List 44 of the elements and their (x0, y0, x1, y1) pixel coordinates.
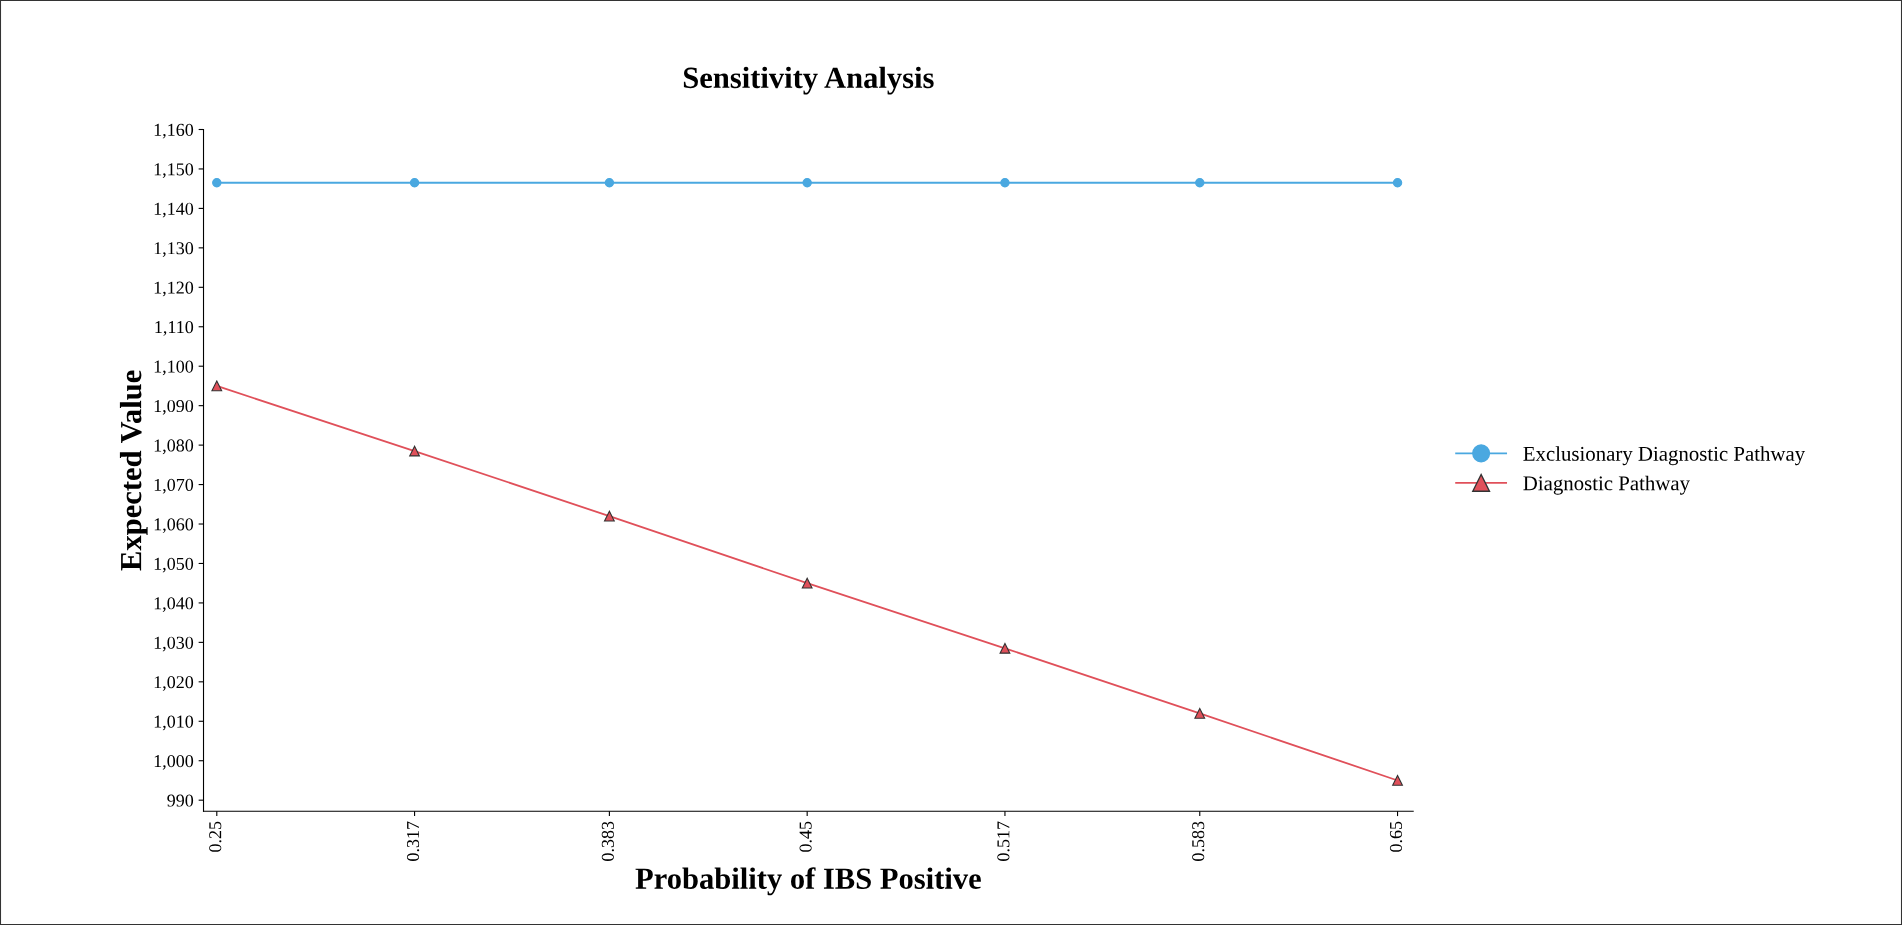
y-tick-label: 1,150 (154, 163, 194, 178)
point (1392, 178, 1403, 188)
point (409, 445, 420, 457)
point (604, 178, 615, 188)
point (1195, 178, 1205, 188)
legend-label: Exclusionary Diagnostic Pathway (1523, 446, 1806, 466)
point (801, 577, 813, 589)
point (1392, 775, 1403, 786)
x-tick-label: 0.25 (209, 821, 222, 852)
chart-title: Sensitivity Analysis (683, 66, 934, 95)
y-tick-label: 1,000 (154, 754, 194, 770)
y-tick-label: 990 (167, 794, 194, 807)
y-tick-label: 1,050 (154, 557, 194, 573)
x-tick-label: 0.517 (997, 821, 1010, 861)
x-tick-label: 0.383 (601, 821, 614, 861)
y-tick-label: 1,090 (154, 399, 194, 415)
y-tick-label: 1,010 (154, 715, 194, 731)
x-tick-label: 0.45 (799, 821, 812, 852)
y-tick-label: 1,140 (154, 202, 194, 218)
point (212, 178, 222, 188)
y-tick-label: 1,120 (154, 281, 194, 297)
point (409, 178, 420, 188)
y-tick-label: 1,130 (154, 242, 194, 257)
y-tick-label: 1,100 (154, 360, 194, 376)
y-tick-label: 1,020 (154, 676, 194, 691)
legend-label: Diagnostic Pathway (1523, 475, 1690, 495)
point (802, 178, 812, 188)
x-axis-title: Probability of IBS Positive (635, 867, 981, 896)
y-tick-label: 1,060 (154, 518, 194, 534)
y-tick-label: 1,070 (154, 478, 194, 494)
point (603, 510, 615, 522)
point (1000, 178, 1010, 188)
y-tick-label: 1,160 (154, 123, 194, 139)
y-tick-label: 1,080 (154, 439, 194, 455)
x-tick-label: 0.317 (406, 821, 420, 861)
y-tick-label: 1,110 (155, 321, 194, 336)
point (999, 642, 1011, 654)
point (211, 380, 223, 392)
point (1194, 707, 1206, 719)
y-tick-label: 1,040 (154, 597, 194, 612)
y-tick-label: 1,030 (154, 636, 194, 652)
y-axis-title: Expected Value (119, 370, 148, 571)
x-tick-label: 0.65 (1389, 821, 1403, 852)
x-tick-label: 0.583 (1192, 821, 1205, 861)
